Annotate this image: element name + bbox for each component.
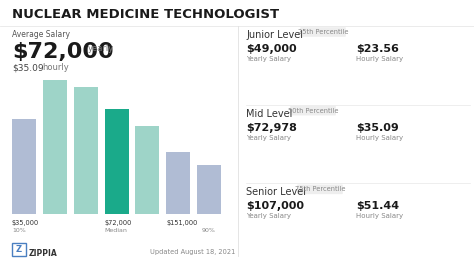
Text: Hourly Salary: Hourly Salary [356, 213, 403, 219]
FancyBboxPatch shape [297, 185, 343, 194]
Text: Yearly Salary: Yearly Salary [246, 135, 291, 141]
Text: $151,000: $151,000 [166, 220, 198, 226]
Text: Average Salary: Average Salary [12, 30, 70, 39]
Bar [74, 86, 98, 214]
Text: Junior Level: Junior Level [246, 30, 303, 40]
Bar [197, 165, 221, 214]
Text: 10%: 10% [12, 228, 26, 233]
Text: $35.09: $35.09 [356, 123, 399, 133]
Text: $35,000: $35,000 [12, 220, 39, 226]
Text: ZIPPIA: ZIPPIA [29, 249, 58, 258]
Bar [105, 109, 128, 214]
Bar [136, 126, 159, 214]
Text: 25th Percentile: 25th Percentile [298, 29, 348, 35]
FancyBboxPatch shape [300, 27, 346, 37]
Text: Senior Level: Senior Level [246, 187, 306, 197]
Text: $51.44: $51.44 [356, 201, 399, 211]
Text: 50th Percentile: 50th Percentile [288, 108, 338, 114]
Text: $49,000: $49,000 [246, 44, 297, 54]
Text: $72,978: $72,978 [246, 123, 297, 133]
Text: Yearly Salary: Yearly Salary [246, 213, 291, 219]
Text: Z: Z [16, 245, 22, 254]
Text: yearly: yearly [88, 44, 114, 53]
FancyBboxPatch shape [290, 106, 336, 115]
Text: hourly: hourly [42, 63, 69, 72]
Bar [166, 152, 191, 214]
Text: Hourly Salary: Hourly Salary [356, 56, 403, 62]
FancyBboxPatch shape [12, 243, 26, 256]
Text: Median: Median [105, 228, 128, 233]
Text: 90%: 90% [202, 228, 216, 233]
Text: NUCLEAR MEDICINE TECHNOLOGIST: NUCLEAR MEDICINE TECHNOLOGIST [12, 8, 279, 21]
Text: Hourly Salary: Hourly Salary [356, 135, 403, 141]
Bar [12, 119, 36, 214]
Text: 75th Percentile: 75th Percentile [295, 186, 345, 192]
Text: Updated August 18, 2021: Updated August 18, 2021 [150, 249, 235, 255]
Text: $72,000: $72,000 [105, 220, 132, 226]
Text: $23.56: $23.56 [356, 44, 399, 54]
Text: $107,000: $107,000 [246, 201, 304, 211]
Text: $72,000: $72,000 [12, 42, 114, 62]
Text: $35.09: $35.09 [12, 63, 44, 72]
Bar [43, 80, 67, 214]
Text: Mid Level: Mid Level [246, 109, 292, 119]
Text: Yearly Salary: Yearly Salary [246, 56, 291, 62]
